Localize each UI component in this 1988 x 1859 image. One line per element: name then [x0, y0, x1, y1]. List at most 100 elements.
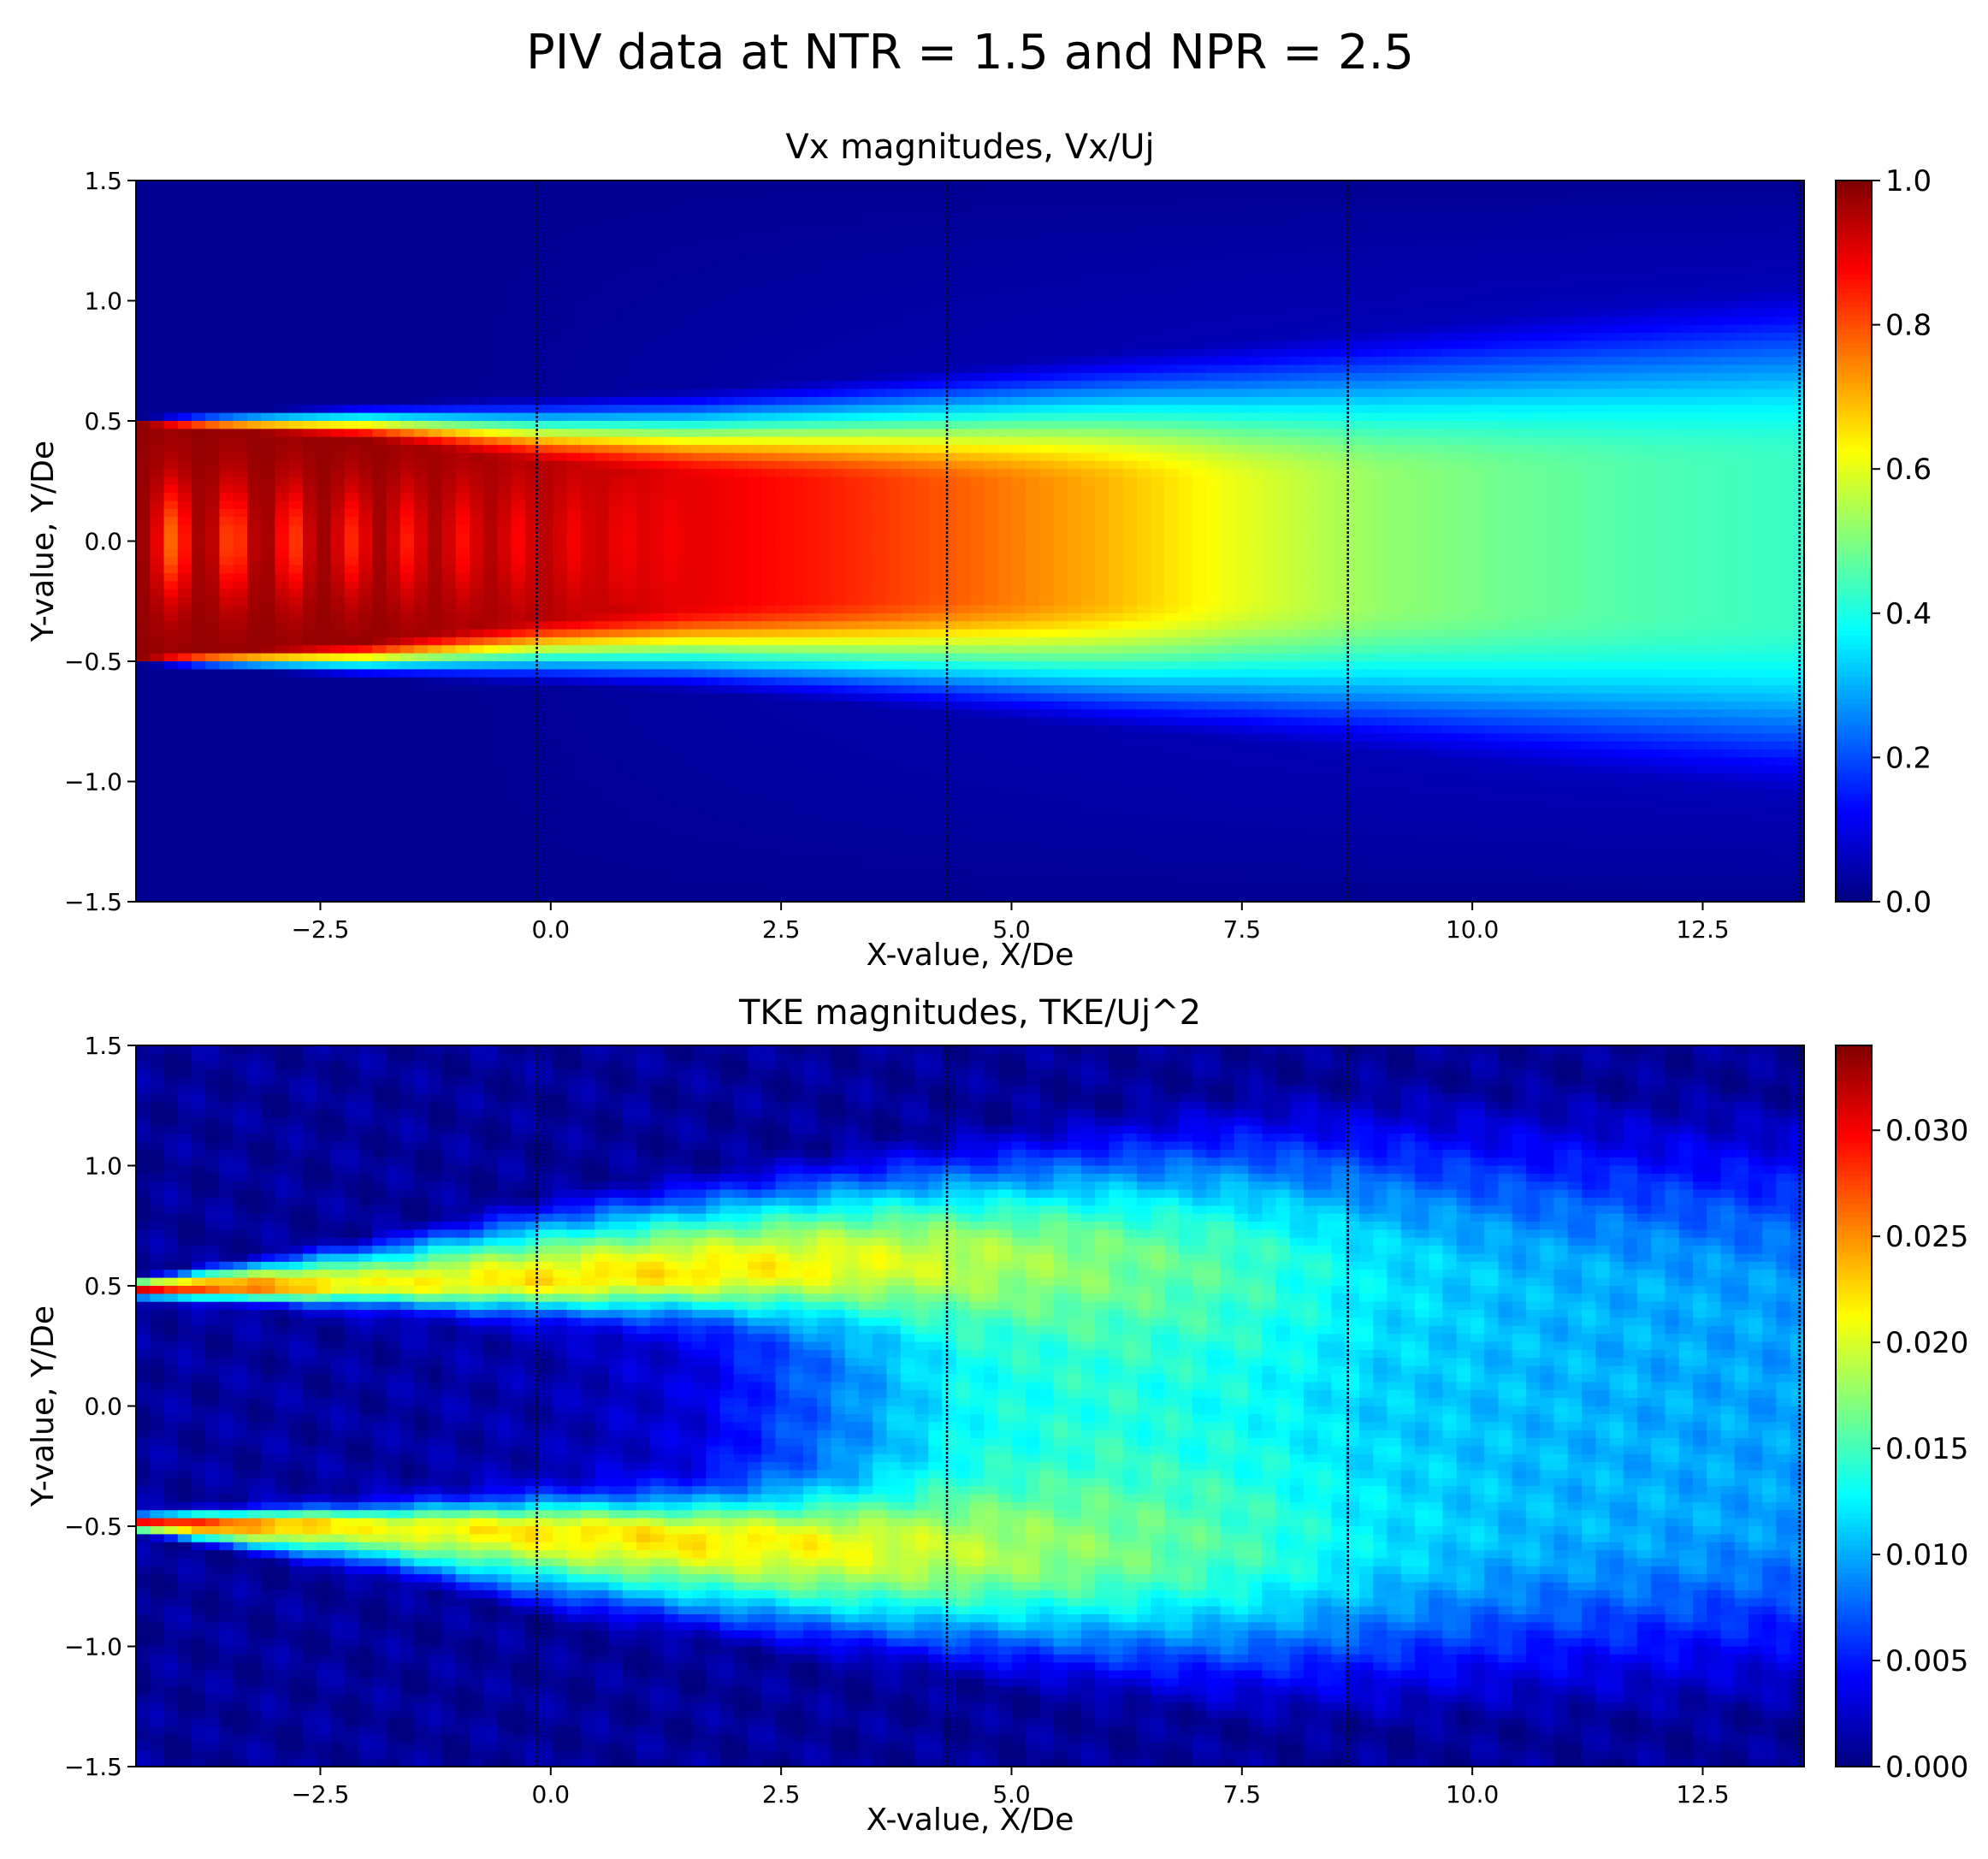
heatmap-cell — [1248, 397, 1263, 406]
heatmap-cell — [1290, 421, 1305, 429]
heatmap-cell — [692, 261, 707, 269]
heatmap-cell — [1693, 421, 1707, 429]
heatmap-cell — [317, 293, 331, 301]
heatmap-cell — [1470, 252, 1485, 261]
heatmap-cell — [636, 397, 651, 406]
heatmap-cell — [1109, 357, 1124, 365]
heatmap-cell — [873, 269, 887, 277]
heatmap-cell — [1582, 197, 1596, 205]
heatmap-cell — [790, 349, 804, 358]
heatmap-cell — [1081, 245, 1096, 253]
heatmap-cell — [178, 445, 192, 453]
heatmap-cell — [205, 188, 220, 197]
heatmap-cell — [442, 197, 457, 205]
heatmap-cell — [873, 340, 887, 349]
heatmap-cell — [1206, 293, 1221, 301]
heatmap-cell — [665, 261, 679, 269]
heatmap-cell — [247, 325, 262, 334]
heatmap-cell — [1290, 245, 1305, 253]
heatmap-cell — [748, 228, 762, 237]
heatmap-cell — [1470, 389, 1485, 398]
heatmap-cell — [289, 364, 304, 373]
heatmap-cell — [1262, 364, 1276, 373]
heatmap-cell — [790, 204, 804, 213]
heatmap-cell — [512, 212, 526, 221]
heatmap-cell — [1777, 477, 1791, 486]
heatmap-cell — [1582, 261, 1596, 269]
heatmap-cell — [845, 301, 860, 310]
heatmap-cell — [1512, 237, 1527, 246]
heatmap-cell — [748, 501, 762, 510]
heatmap-cell — [1359, 204, 1374, 213]
heatmap-cell — [289, 485, 304, 494]
heatmap-cell — [1081, 228, 1096, 237]
heatmap-cell — [1610, 381, 1624, 389]
heatmap-cell — [1790, 252, 1805, 261]
heatmap-cell — [1470, 309, 1485, 317]
heatmap-cell — [553, 276, 568, 285]
heatmap-cell — [1179, 469, 1193, 477]
heatmap-cell — [1568, 389, 1583, 398]
heatmap-cell — [1666, 405, 1680, 413]
heatmap-cell — [1317, 269, 1332, 277]
heatmap-cell — [1443, 252, 1458, 261]
heatmap-cell — [845, 509, 860, 518]
heatmap-cell — [289, 493, 304, 501]
heatmap-cell — [901, 405, 915, 413]
heatmap-cell — [678, 501, 693, 510]
heatmap-cell — [623, 429, 637, 437]
heatmap-cell — [1790, 333, 1805, 341]
heatmap-cell — [803, 212, 818, 221]
heatmap-cell — [720, 373, 735, 382]
heatmap-cell — [1123, 188, 1138, 197]
heatmap-cell — [1221, 317, 1235, 325]
heatmap-cell — [1290, 188, 1305, 197]
heatmap-cell — [706, 301, 720, 310]
heatmap-cell — [678, 204, 693, 213]
heatmap-cell — [665, 364, 679, 373]
heatmap-cell — [317, 228, 331, 237]
heatmap-cell — [581, 188, 595, 197]
heatmap-cell — [1026, 364, 1040, 373]
heatmap-cell — [1721, 364, 1736, 373]
heatmap-cell — [1693, 453, 1707, 461]
heatmap-cell — [901, 501, 915, 510]
heatmap-cell — [1470, 437, 1485, 446]
heatmap-cell — [553, 453, 568, 461]
heatmap-cell — [1165, 477, 1180, 486]
heatmap-cell — [1137, 373, 1151, 382]
heatmap-cell — [1610, 293, 1624, 301]
heatmap-cell — [776, 445, 790, 453]
heatmap-cell — [650, 397, 665, 406]
heatmap-cell — [1582, 181, 1596, 189]
heatmap-cell — [678, 389, 693, 398]
heatmap-cell — [790, 445, 804, 453]
heatmap-cell — [483, 421, 498, 429]
heatmap-cell — [136, 437, 151, 446]
heatmap-cell — [1748, 204, 1763, 213]
heatmap-cell — [317, 461, 331, 470]
heatmap-cell — [1624, 237, 1638, 246]
heatmap-cell — [1429, 340, 1443, 349]
heatmap-cell — [512, 493, 526, 501]
heatmap-cell — [442, 437, 457, 446]
heatmap-cell — [1624, 340, 1638, 349]
heatmap-cell — [234, 293, 248, 301]
heatmap-cell — [164, 413, 179, 422]
heatmap-cell — [1165, 285, 1180, 293]
heatmap-cell — [1039, 309, 1054, 317]
heatmap-cell — [512, 309, 526, 317]
heatmap-cell — [136, 461, 151, 470]
heatmap-cell — [1484, 301, 1499, 310]
heatmap-cell — [1777, 349, 1791, 358]
heatmap-cell — [1192, 357, 1207, 365]
heatmap-cell — [1123, 204, 1138, 213]
heatmap-cell — [1332, 340, 1346, 349]
heatmap-cell — [1317, 252, 1332, 261]
heatmap-cell — [428, 252, 442, 261]
heatmap-cell — [970, 469, 985, 477]
heatmap-cell — [345, 461, 359, 470]
heatmap-cell — [734, 357, 748, 365]
heatmap-cell — [887, 317, 902, 325]
heatmap-cell — [790, 221, 804, 229]
